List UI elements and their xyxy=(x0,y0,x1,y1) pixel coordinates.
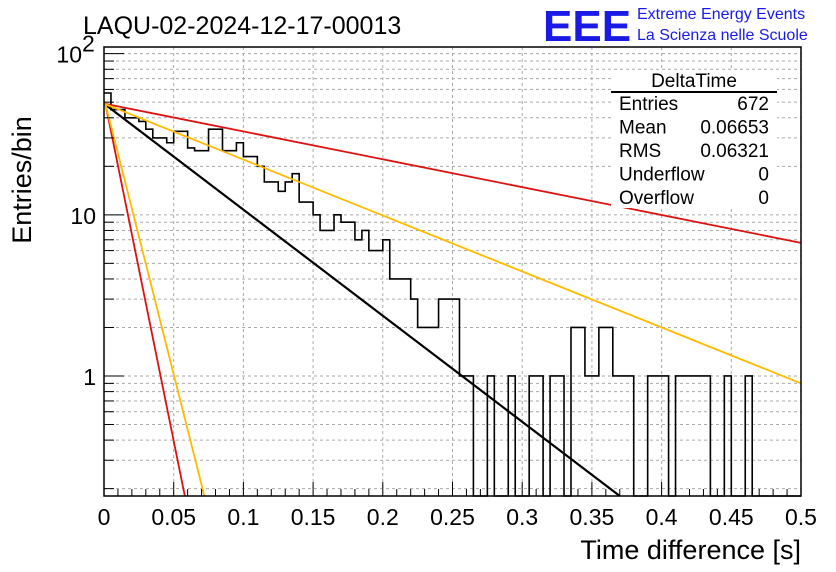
histogram xyxy=(104,92,801,497)
brand-logo: EEE xyxy=(543,2,631,51)
x-tick-label: 0.25 xyxy=(430,504,475,530)
x-tick-label: 0 xyxy=(98,504,111,530)
histogram-outline xyxy=(104,92,801,497)
stats-row-value: 0.06653 xyxy=(700,118,769,139)
brand-line-2: La Scienza nelle Scuole xyxy=(637,27,808,44)
x-tick-label: 0.3 xyxy=(506,504,538,530)
brand-line-1: Extreme Energy Events xyxy=(637,6,805,23)
x-tick-label: 0.45 xyxy=(709,504,754,530)
fit-line xyxy=(104,102,801,244)
stats-row-label: Mean xyxy=(619,118,667,139)
x-tick-label: 0.05 xyxy=(151,504,196,530)
y-axis-title: Entries/bin xyxy=(7,116,37,244)
stats-row-value: 0 xyxy=(758,188,769,209)
x-tick-label: 0.4 xyxy=(646,504,678,530)
stats-row-label: Overflow xyxy=(619,188,694,209)
fit-line xyxy=(104,102,801,385)
x-tick-label: 0.2 xyxy=(367,504,399,530)
fit-lines xyxy=(104,102,801,496)
stats-row-value: 672 xyxy=(737,94,769,115)
axis-ticks xyxy=(103,53,802,496)
x-tick-label: 0.5 xyxy=(785,504,817,530)
fit-line xyxy=(104,103,186,496)
stats-row-label: Underflow xyxy=(619,165,705,186)
stats-row-label: Entries xyxy=(619,94,678,115)
x-tick-label: 0.35 xyxy=(570,504,615,530)
chart-title: LAQU-02-2024-12-17-00013 xyxy=(83,12,401,40)
x-axis-title: Time difference [s] xyxy=(580,535,801,565)
y-tick-label: 1 xyxy=(83,364,96,390)
fit-line xyxy=(104,103,206,496)
stats-box: DeltaTime Entries 672 Mean 0.06653 RMS 0.0632… xyxy=(611,70,777,209)
stats-row-value: 0 xyxy=(758,165,769,186)
stats-row-value: 0.06321 xyxy=(700,141,769,162)
fit-line xyxy=(104,102,621,496)
y-tick-label-exponent: 2 xyxy=(82,31,95,57)
y-tick-label: 10 xyxy=(56,42,82,68)
stats-title: DeltaTime xyxy=(651,71,737,92)
stats-row-label: RMS xyxy=(619,141,661,162)
y-tick-label: 10 xyxy=(70,203,96,229)
x-tick-labels: 0 0.05 0.1 0.15 0.2 0.25 0.3 0.35 0.4 0.45 0.5 xyxy=(98,504,817,530)
x-tick-label: 0.1 xyxy=(227,504,259,530)
x-tick-label: 0.15 xyxy=(291,504,336,530)
